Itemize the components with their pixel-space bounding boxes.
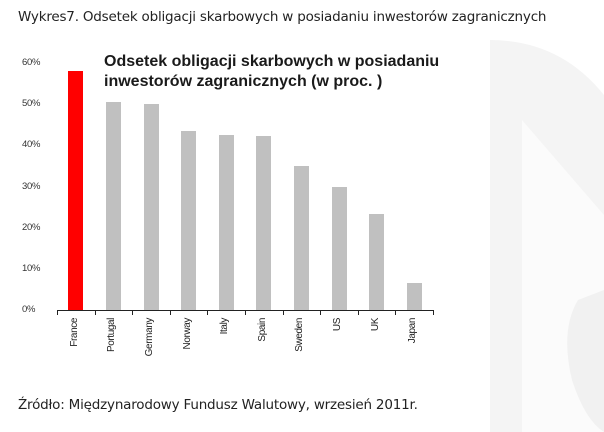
y-tick-label: 50% xyxy=(22,98,41,110)
x-category-label: Japan xyxy=(407,318,418,344)
bar-sweden xyxy=(294,166,309,310)
y-tick-label: 40% xyxy=(22,139,41,151)
x-tick-mark xyxy=(245,310,246,315)
y-tick-label: 20% xyxy=(22,221,41,233)
bar-france xyxy=(68,71,83,310)
x-category-label: Portugal xyxy=(106,318,117,353)
bar-uk xyxy=(369,214,384,310)
x-category-label: Germany xyxy=(144,318,155,357)
x-tick-mark xyxy=(57,310,58,315)
chart-title: Odsetek obligacji skarbowych w posiadani… xyxy=(104,52,439,92)
x-category-label: US xyxy=(332,318,343,332)
bar-norway xyxy=(181,131,196,310)
bar-germany xyxy=(144,104,159,310)
y-tick-label: 60% xyxy=(22,57,41,68)
source-note: Źródło: Międzynarodowy Fundusz Walutowy,… xyxy=(18,397,418,413)
x-tick-mark xyxy=(132,310,133,315)
y-tick-label: 0% xyxy=(22,304,36,315)
x-category-label: UK xyxy=(370,318,381,332)
x-tick-mark xyxy=(395,310,396,315)
x-category-label: Sweden xyxy=(294,318,305,352)
x-tick-mark xyxy=(207,310,208,315)
x-tick-mark xyxy=(283,310,284,315)
x-category-label: Spain xyxy=(257,318,268,342)
x-category-label: Italy xyxy=(219,318,230,335)
bar-spain xyxy=(256,136,271,310)
chart-title-line-1: Odsetek obligacji skarbowych w posiadani… xyxy=(104,53,440,70)
x-tick-mark xyxy=(358,310,359,315)
bar-us xyxy=(332,187,347,310)
x-tick-mark xyxy=(170,310,171,315)
bar-portugal xyxy=(106,102,121,310)
x-tick-mark xyxy=(320,310,321,315)
x-category-label: France xyxy=(69,318,80,347)
figure-caption: Wykres7. Odsetek obligacji skarbowych w … xyxy=(18,9,547,25)
x-tick-mark xyxy=(433,310,434,315)
bar-japan xyxy=(407,283,422,310)
y-tick-label: 10% xyxy=(22,262,41,274)
bar-italy xyxy=(219,135,234,310)
chart-title-line-2: inwestorów zagranicznych (w proc. ) xyxy=(104,73,383,90)
x-tick-mark xyxy=(95,310,96,315)
y-tick-label: 30% xyxy=(22,180,41,192)
x-category-label: Norway xyxy=(182,318,193,350)
